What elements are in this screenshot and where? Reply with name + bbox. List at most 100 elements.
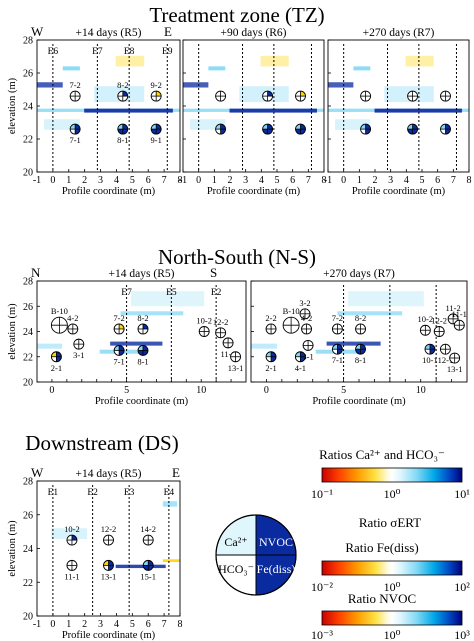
tz-1-well-label: E9	[162, 47, 173, 57]
ns-1-sample-glyph	[222, 337, 234, 349]
ns-2-sample-glyph	[355, 323, 366, 335]
tz-3-glyph-outline	[407, 90, 419, 102]
ns-1-glyph-outline	[67, 323, 79, 335]
tz-2-field-patch	[190, 119, 226, 130]
ns-2-sample-glyph	[265, 323, 277, 335]
tz-2-sample-glyph	[295, 123, 306, 135]
ns-2-glyph-label: 11-2	[445, 303, 460, 313]
tz-1-field-patch	[44, 119, 80, 130]
ns-1-glyph-label: B-10	[51, 306, 68, 316]
ns-2-glyph-outline	[331, 343, 343, 355]
ns-2-glyph-quadrant	[266, 351, 272, 357]
tz-1-glyph-quadrant	[122, 91, 128, 97]
tz-3-panel-title: +270 days (R7)	[363, 27, 435, 39]
ds-1-sample-glyph	[142, 559, 154, 571]
ns-1-glyph-outline	[198, 326, 210, 337]
ns-2-glyph-label: 11-1	[452, 309, 467, 319]
ds-1-xtick-label: 4	[114, 619, 119, 630]
tz-2-glyph-outline	[262, 123, 274, 135]
ns-1-sample-glyph	[50, 351, 62, 363]
colorbar-nvoc: Ratio NVOC 10⁻³ 10⁰ 10³	[311, 591, 470, 641]
tz-1-ytick-label: 24	[23, 102, 33, 113]
tz-1-glyph-quadrant	[156, 91, 162, 97]
ns-1-sample-glyph	[137, 323, 149, 335]
ns-2-sample-glyph	[449, 352, 461, 364]
ns-2-glyph-outline	[265, 323, 277, 335]
ns-1-sample-glyph	[73, 338, 85, 350]
ns-2-glyph-outline	[282, 316, 300, 334]
tz-1-field-patch	[62, 66, 80, 71]
tz-2-glyph-outline	[262, 90, 274, 102]
ds-1-glyph-label: 13-1	[101, 571, 117, 581]
tz-3-glyph-quadrant	[440, 124, 446, 130]
ns-2-sample-glyph	[301, 323, 312, 335]
ns-2-glyph-quadrant	[295, 351, 301, 357]
ds-1-field-patch	[162, 501, 178, 507]
tz-1-well-label: E6	[48, 47, 59, 57]
ds-1-glyph-quadrant	[143, 560, 149, 566]
ds-1-field-patch	[162, 559, 180, 562]
ns-2-field-patch	[337, 311, 403, 316]
tz-2-xtick-label: 3	[243, 175, 248, 186]
ns-2-glyph-label: 10-1	[422, 355, 438, 365]
ns-2-glyph-label: 2-1	[265, 363, 276, 373]
ns-1-glyph-label: 4-2	[67, 313, 78, 323]
ds-section-title: Downstream (DS)	[25, 431, 178, 455]
ns-1-xtick-label: 5	[124, 385, 129, 396]
ns-2-glyph-outline	[449, 352, 461, 364]
tz-3-xlabel: Profile coordinate (m)	[352, 186, 446, 197]
ns-1-glyph-label: 8-2	[137, 313, 148, 323]
tz-1-glyph-outline	[117, 123, 129, 135]
ns-2-sample-glyph	[265, 351, 277, 363]
ds-1-ytick-label: 26	[23, 510, 33, 521]
colorbar-fe-title: Ratio Fe(diss)	[345, 540, 418, 555]
ns-1-glyph-label: 2-1	[51, 363, 62, 373]
ds-1-sample-glyph	[103, 559, 114, 571]
tz-3-plot-area	[328, 40, 469, 172]
tz-3-glyph-outline	[440, 123, 451, 135]
ns-2-glyph-outline	[433, 326, 445, 337]
ns-1-well-label: E5	[166, 288, 177, 298]
colorbar-ca-hco3-title: Ratios Ca²⁺ and HCO₃⁻	[319, 447, 445, 462]
tz-section-title: Treatment zone (TZ)	[149, 3, 324, 27]
ns-2-sample-glyph	[294, 351, 306, 363]
tz-3-field-patch	[405, 55, 434, 67]
tz-1-sample-glyph	[150, 90, 162, 102]
colorbar-ca-hco3-tick-0: 10⁻¹	[311, 487, 333, 501]
tz-2-glyph-outline	[295, 123, 306, 135]
ds-1-glyph-label: 15-1	[140, 571, 156, 581]
tz-1-xtick-label: 4	[114, 175, 119, 186]
ns-1-glyph-outline	[50, 351, 62, 363]
ns-1-glyph-label: 10-2	[196, 316, 212, 326]
tz-1-xtick-label: 5	[130, 175, 135, 186]
tz-3-sample-glyph	[440, 90, 451, 102]
tz-1-sample-glyph	[150, 123, 162, 135]
ns-1-sample-glyph	[67, 323, 79, 335]
tz-3-xtick-label: 7	[451, 175, 456, 186]
tz-1-glyph-outline	[69, 90, 81, 102]
ds-1-xtick-label: 3	[98, 619, 103, 630]
ns-2-glyph-label: 12-1	[438, 355, 454, 365]
ns-2-glyph-label: 4-1	[295, 363, 306, 373]
ns-1-ytick-label: 22	[23, 352, 33, 363]
glyph-legend: Ca²⁺ NVOC HCO₃⁻ Fe(diss)	[215, 514, 297, 596]
ns-2-sample-glyph	[299, 308, 311, 320]
ds-1-glyph-outline	[66, 534, 78, 546]
ns-2-glyph-outline	[301, 323, 312, 335]
ns-2-sample-glyph	[331, 323, 343, 335]
ns-1-well-label: E7	[121, 288, 132, 298]
ds-1-ylabel: elevation (m)	[7, 520, 18, 577]
glyph-legend-label-tl: Ca²⁺	[224, 535, 247, 549]
ns-1-glyph-outline	[137, 344, 149, 356]
ns-1-glyph-quadrant	[142, 323, 148, 329]
tz-1-sample-glyph	[117, 123, 129, 135]
ns-1-sample-glyph	[113, 323, 125, 335]
ds-1-ytick-label: 20	[23, 612, 33, 623]
ds-1-xtick-label: 6	[146, 619, 151, 630]
tz-2-xlabel: Profile coordinate (m)	[207, 186, 301, 197]
tz-3-field-patch	[328, 82, 354, 88]
tz-3-field-patch	[353, 66, 371, 71]
ns-1-corner-left: N	[31, 265, 41, 280]
tz-1-ytick-label: 26	[23, 69, 33, 80]
ns-1-panel-title: +14 days (R5)	[109, 268, 175, 280]
